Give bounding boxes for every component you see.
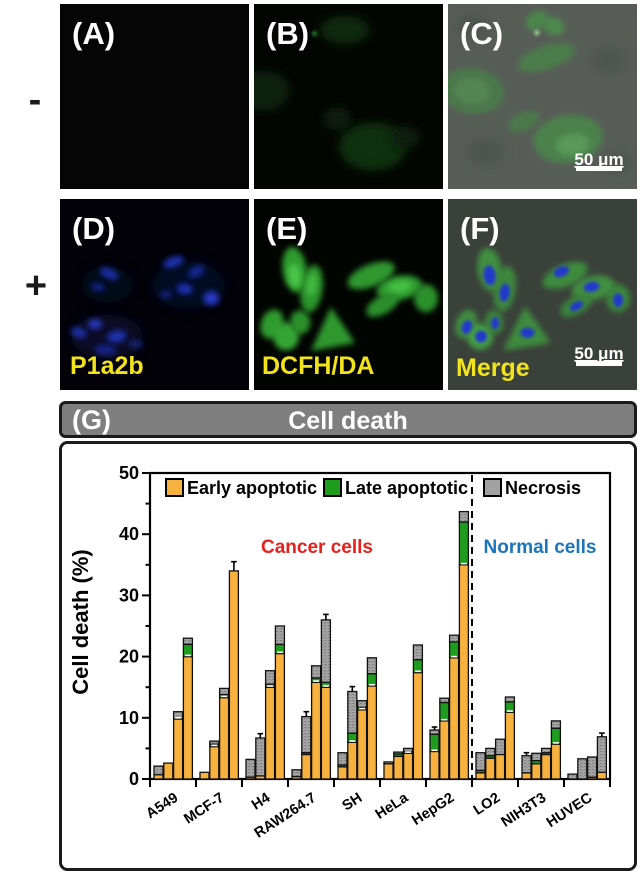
svg-text:Necrosis: Necrosis xyxy=(505,478,581,498)
svg-text:Late apoptotic: Late apoptotic xyxy=(345,478,468,498)
svg-text:Cell death: Cell death xyxy=(288,407,407,435)
svg-text:30: 30 xyxy=(119,585,139,605)
svg-text:-: - xyxy=(29,79,42,121)
svg-text:10: 10 xyxy=(119,708,139,728)
svg-text:50 μm: 50 μm xyxy=(574,344,623,363)
svg-text:40: 40 xyxy=(119,524,139,544)
svg-text:+: + xyxy=(25,265,47,307)
svg-text:(B): (B) xyxy=(266,16,309,51)
svg-text:50 μm: 50 μm xyxy=(574,150,623,169)
svg-text:P1a2b: P1a2b xyxy=(70,352,144,380)
svg-text:Normal cells: Normal cells xyxy=(484,537,597,558)
svg-text:(C): (C) xyxy=(460,16,503,51)
svg-text:(F): (F) xyxy=(460,211,500,246)
svg-text:50: 50 xyxy=(119,463,139,483)
svg-text:20: 20 xyxy=(119,647,139,667)
svg-text:(A): (A) xyxy=(72,16,115,51)
svg-text:Cell death (%): Cell death (%) xyxy=(68,549,93,694)
svg-text:(D): (D) xyxy=(72,211,115,246)
svg-text:DCFH/DA: DCFH/DA xyxy=(262,352,375,380)
svg-text:Early apoptotic: Early apoptotic xyxy=(187,478,317,498)
svg-text:Cancer cells: Cancer cells xyxy=(261,537,373,558)
svg-text:0: 0 xyxy=(129,769,139,789)
svg-text:(G): (G) xyxy=(72,405,111,435)
svg-text:(E): (E) xyxy=(266,211,307,246)
svg-text:Merge: Merge xyxy=(456,354,530,382)
